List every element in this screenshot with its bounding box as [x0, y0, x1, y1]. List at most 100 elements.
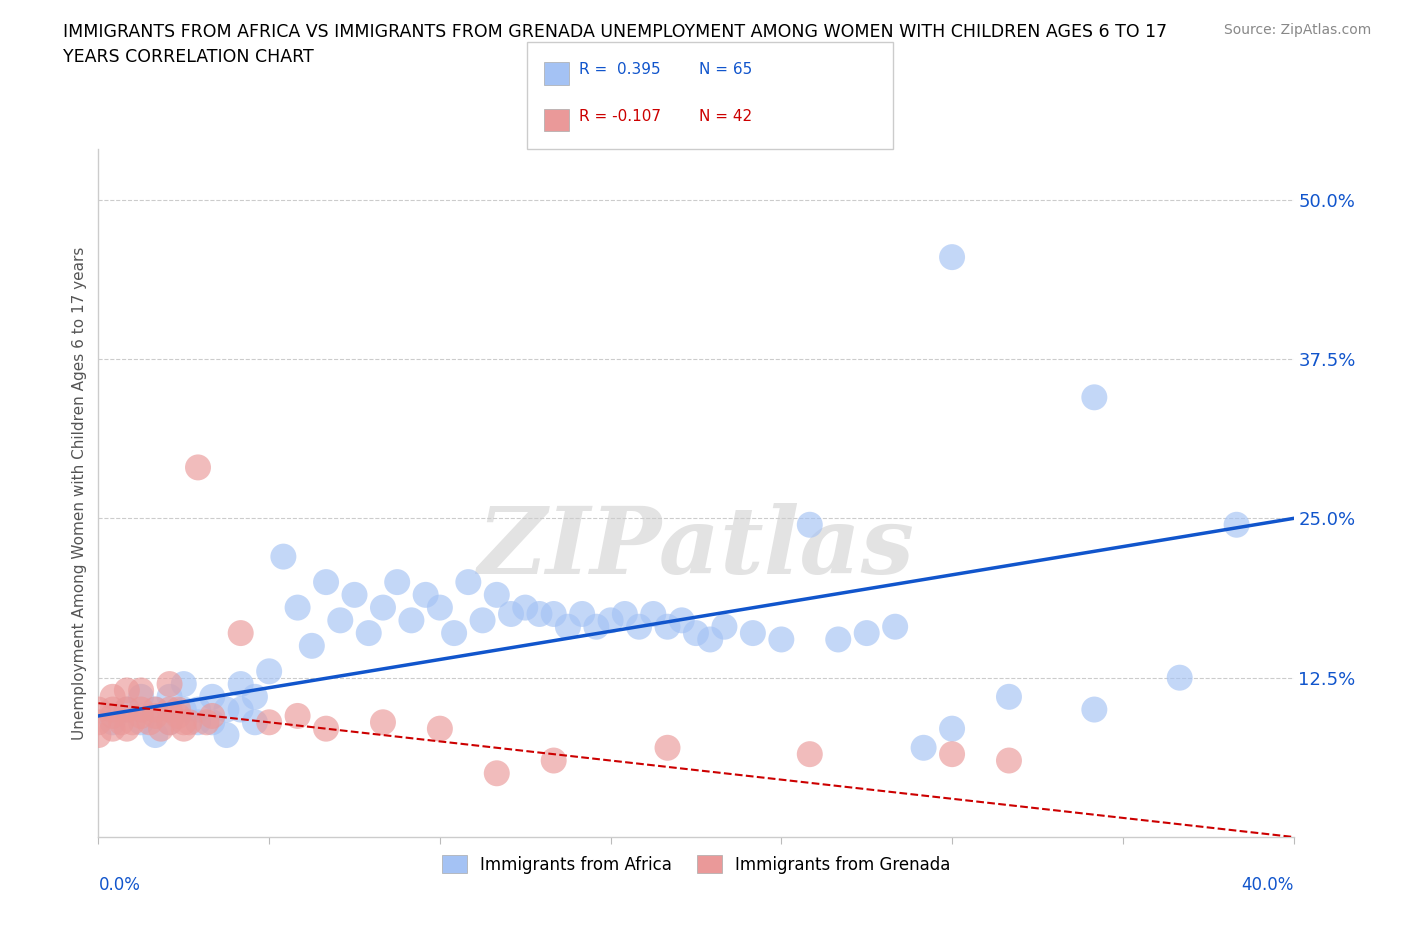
- Point: [101, 689, 124, 704]
- Point: [543, 606, 565, 621]
- Point: [159, 715, 181, 730]
- Point: [1083, 702, 1105, 717]
- Point: [173, 702, 195, 717]
- Point: [143, 702, 166, 717]
- Text: N = 65: N = 65: [699, 62, 752, 77]
- Point: [628, 619, 651, 634]
- Point: [941, 722, 963, 737]
- Point: [671, 613, 693, 628]
- Point: [884, 619, 907, 634]
- Point: [87, 715, 110, 730]
- Point: [529, 606, 551, 621]
- Point: [315, 575, 337, 590]
- Text: R = -0.107: R = -0.107: [579, 109, 661, 124]
- Point: [713, 619, 735, 634]
- Point: [143, 709, 166, 724]
- Point: [101, 722, 124, 737]
- Point: [159, 702, 181, 717]
- Point: [273, 550, 295, 565]
- Point: [187, 460, 209, 475]
- Point: [115, 683, 138, 698]
- Point: [827, 632, 849, 647]
- Point: [471, 613, 494, 628]
- Point: [998, 753, 1021, 768]
- Point: [657, 740, 679, 755]
- Point: [385, 575, 409, 590]
- Point: [159, 715, 181, 730]
- Point: [257, 715, 280, 730]
- Text: ZIPatlas: ZIPatlas: [478, 503, 914, 593]
- Point: [301, 638, 323, 653]
- Point: [329, 613, 352, 628]
- Point: [1168, 671, 1191, 685]
- Point: [515, 600, 537, 615]
- Point: [201, 689, 224, 704]
- Point: [129, 709, 152, 724]
- Point: [685, 626, 707, 641]
- Point: [443, 626, 465, 641]
- Point: [229, 702, 252, 717]
- Point: [187, 702, 209, 717]
- Point: [357, 626, 380, 641]
- Point: [201, 709, 224, 724]
- Point: [599, 613, 621, 628]
- Point: [912, 740, 935, 755]
- Text: 0.0%: 0.0%: [98, 876, 141, 894]
- Point: [243, 715, 266, 730]
- Point: [129, 702, 152, 717]
- Text: N = 42: N = 42: [699, 109, 752, 124]
- Point: [101, 709, 124, 724]
- Point: [1083, 390, 1105, 405]
- Point: [557, 619, 579, 634]
- Text: YEARS CORRELATION CHART: YEARS CORRELATION CHART: [63, 48, 314, 66]
- Point: [457, 575, 479, 590]
- Point: [195, 715, 218, 730]
- Point: [571, 606, 593, 621]
- Point: [129, 689, 152, 704]
- Point: [855, 626, 877, 641]
- Point: [159, 677, 181, 692]
- Point: [287, 600, 309, 615]
- Point: [699, 632, 721, 647]
- Point: [485, 588, 508, 603]
- Point: [941, 747, 963, 762]
- Point: [159, 689, 181, 704]
- Legend: Immigrants from Africa, Immigrants from Grenada: Immigrants from Africa, Immigrants from …: [434, 849, 957, 881]
- Point: [167, 709, 190, 724]
- Point: [229, 677, 252, 692]
- Point: [187, 715, 209, 730]
- Point: [215, 702, 238, 717]
- Point: [115, 702, 138, 717]
- Point: [110, 715, 132, 730]
- Point: [741, 626, 763, 641]
- Point: [543, 753, 565, 768]
- Point: [657, 619, 679, 634]
- Point: [287, 709, 309, 724]
- Point: [998, 689, 1021, 704]
- Text: R =  0.395: R = 0.395: [579, 62, 661, 77]
- Point: [401, 613, 423, 628]
- Point: [371, 600, 394, 615]
- Point: [129, 715, 152, 730]
- Point: [201, 715, 224, 730]
- Point: [343, 588, 366, 603]
- Point: [143, 702, 166, 717]
- Point: [415, 588, 437, 603]
- Point: [257, 664, 280, 679]
- Point: [87, 702, 110, 717]
- Point: [770, 632, 793, 647]
- Point: [150, 722, 173, 737]
- Text: Source: ZipAtlas.com: Source: ZipAtlas.com: [1223, 23, 1371, 37]
- Point: [229, 626, 252, 641]
- Point: [173, 722, 195, 737]
- Point: [215, 727, 238, 742]
- Point: [429, 722, 451, 737]
- Point: [315, 722, 337, 737]
- Text: 40.0%: 40.0%: [1241, 876, 1294, 894]
- Point: [585, 619, 607, 634]
- Point: [485, 765, 508, 780]
- Point: [1226, 517, 1249, 532]
- Y-axis label: Unemployment Among Women with Children Ages 6 to 17 years: Unemployment Among Women with Children A…: [72, 246, 87, 739]
- Point: [101, 715, 124, 730]
- Point: [87, 727, 110, 742]
